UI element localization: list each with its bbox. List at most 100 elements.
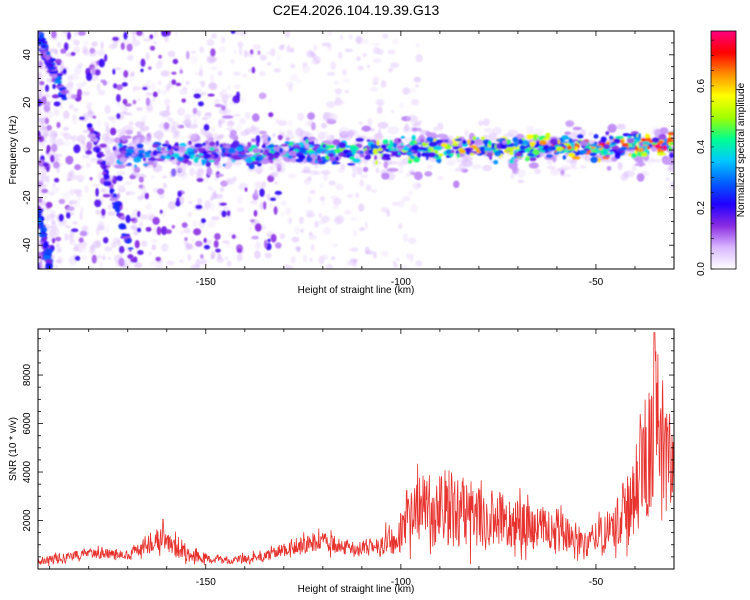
colorbar-tick-label: 0.4 — [696, 140, 707, 154]
spectrogram-blob — [424, 140, 428, 144]
spectrogram-blob — [224, 161, 233, 167]
spectrogram-blob — [143, 37, 152, 42]
spectrogram-blob — [305, 210, 314, 214]
spectrogram-blob — [658, 133, 667, 141]
spectrogram-blob — [83, 48, 89, 56]
spectrogram-blob — [591, 149, 598, 153]
spectrogram-blob — [329, 156, 336, 162]
spectrogram-blob — [221, 148, 226, 154]
spectrogram-blob — [213, 132, 220, 142]
spectrogram-blob — [511, 146, 521, 150]
spectrogram-blob — [156, 88, 161, 95]
spectrogram-blob — [208, 82, 217, 90]
spectrogram-blob — [186, 243, 194, 250]
spectrogram-blob — [76, 194, 82, 203]
spectrogram-blob — [411, 134, 416, 142]
spectrogram-blob — [382, 33, 389, 39]
spectrogram-blob — [211, 33, 218, 39]
spectrogram-blob — [51, 185, 57, 194]
spectrogram-blob — [150, 260, 158, 268]
spectrogram-blob — [161, 226, 168, 236]
spectrogram-blob — [388, 67, 394, 73]
spectrogram-blob — [134, 240, 140, 249]
spectrogram-blob — [145, 203, 153, 211]
spectrogram-blob — [402, 87, 411, 95]
spectrogram-blob — [269, 165, 274, 170]
spectrogram-blob — [139, 220, 143, 229]
spectrogram-blob — [211, 66, 218, 71]
spectrogram-blob — [255, 141, 260, 148]
spectrogram-blob — [157, 128, 163, 137]
spectrogram-blob — [349, 217, 358, 222]
spectrogram-blob — [133, 86, 142, 91]
spectrogram-blob — [248, 226, 253, 232]
spectrogram-blob — [219, 45, 226, 54]
spectrogram-blob — [140, 58, 146, 67]
snr-series-line — [38, 332, 674, 567]
spectrogram-blob — [131, 39, 141, 47]
spectrogram-blob — [84, 184, 89, 193]
spectrogram-blob — [54, 177, 60, 183]
spectrogram-blob — [123, 70, 129, 78]
spectrogram-blob — [409, 253, 414, 262]
spectrogram-blob — [69, 199, 78, 205]
spectrogram-blob — [116, 84, 123, 91]
spectrogram-blob — [593, 134, 599, 139]
spectrogram-blob — [205, 120, 213, 124]
spectrogram-blob — [190, 113, 198, 118]
spectrogram-blob — [273, 68, 281, 73]
spectrogram-blob — [72, 140, 76, 147]
spectrogram-blob — [273, 206, 278, 215]
spectrogram-blob — [138, 184, 144, 189]
spectrogram-blob — [444, 146, 452, 149]
spectrogram-blob — [622, 133, 631, 137]
spectrogram-blob — [371, 43, 381, 47]
spectrogram-blob — [404, 123, 410, 132]
spectrogram-blob — [514, 141, 518, 148]
spectrogram-blob — [145, 79, 152, 85]
spectrogram-blob — [332, 243, 338, 247]
spectrogram-blob — [44, 156, 50, 162]
spectrogram-blob — [145, 97, 150, 106]
spectrogram-blob — [436, 122, 444, 131]
spectrogram-blob — [106, 161, 115, 167]
spectrogram-blob — [242, 73, 248, 78]
spectrogram-blob — [130, 171, 140, 176]
spectrogram-blob — [571, 155, 581, 160]
spectrogram-blob — [81, 255, 88, 260]
spectrogram-blob — [216, 173, 224, 177]
spectrogram-blob — [281, 200, 287, 206]
spectrogram-blob — [268, 112, 274, 118]
spectrogram-blob — [667, 165, 674, 173]
spectrogram-blob — [580, 165, 586, 169]
spectrogram-blob — [293, 225, 301, 235]
spectrogram-blob — [351, 247, 359, 252]
spectrogram-blob — [155, 256, 161, 262]
spectrogram-blob — [410, 204, 418, 213]
spectrogram-blob — [668, 146, 673, 152]
spectrogram-blob — [583, 148, 590, 151]
spectrogram-blob — [38, 218, 42, 224]
spectrogram-blob — [191, 220, 198, 228]
spectrogram-blob — [309, 138, 319, 143]
spectrogram-blob — [353, 230, 357, 237]
spectrogram-blob — [206, 150, 214, 153]
spectrogram-blob — [347, 260, 356, 266]
spectrogram-blob — [46, 166, 50, 173]
spectrogram-blob — [42, 200, 47, 207]
spectrogram-blob — [156, 226, 162, 236]
spectrogram-blob — [414, 120, 423, 124]
spectrogram-blob — [125, 148, 135, 155]
spectrogram-blob — [507, 129, 519, 137]
spectrogram-blob — [349, 156, 355, 161]
spectrogram-blob — [411, 127, 418, 132]
spectrogram-blob — [116, 175, 123, 182]
spectrogram-blob — [319, 182, 324, 189]
spectrogram-blob — [46, 124, 52, 131]
spectrogram-blob — [335, 215, 345, 224]
spectrogram-blob — [279, 233, 286, 240]
spectrogram-blob — [274, 190, 282, 196]
snr-y-ticks: 2000 4000 6000 8000 — [22, 338, 674, 558]
spectrogram-blob — [102, 193, 111, 198]
spectrogram-blob — [274, 242, 282, 249]
